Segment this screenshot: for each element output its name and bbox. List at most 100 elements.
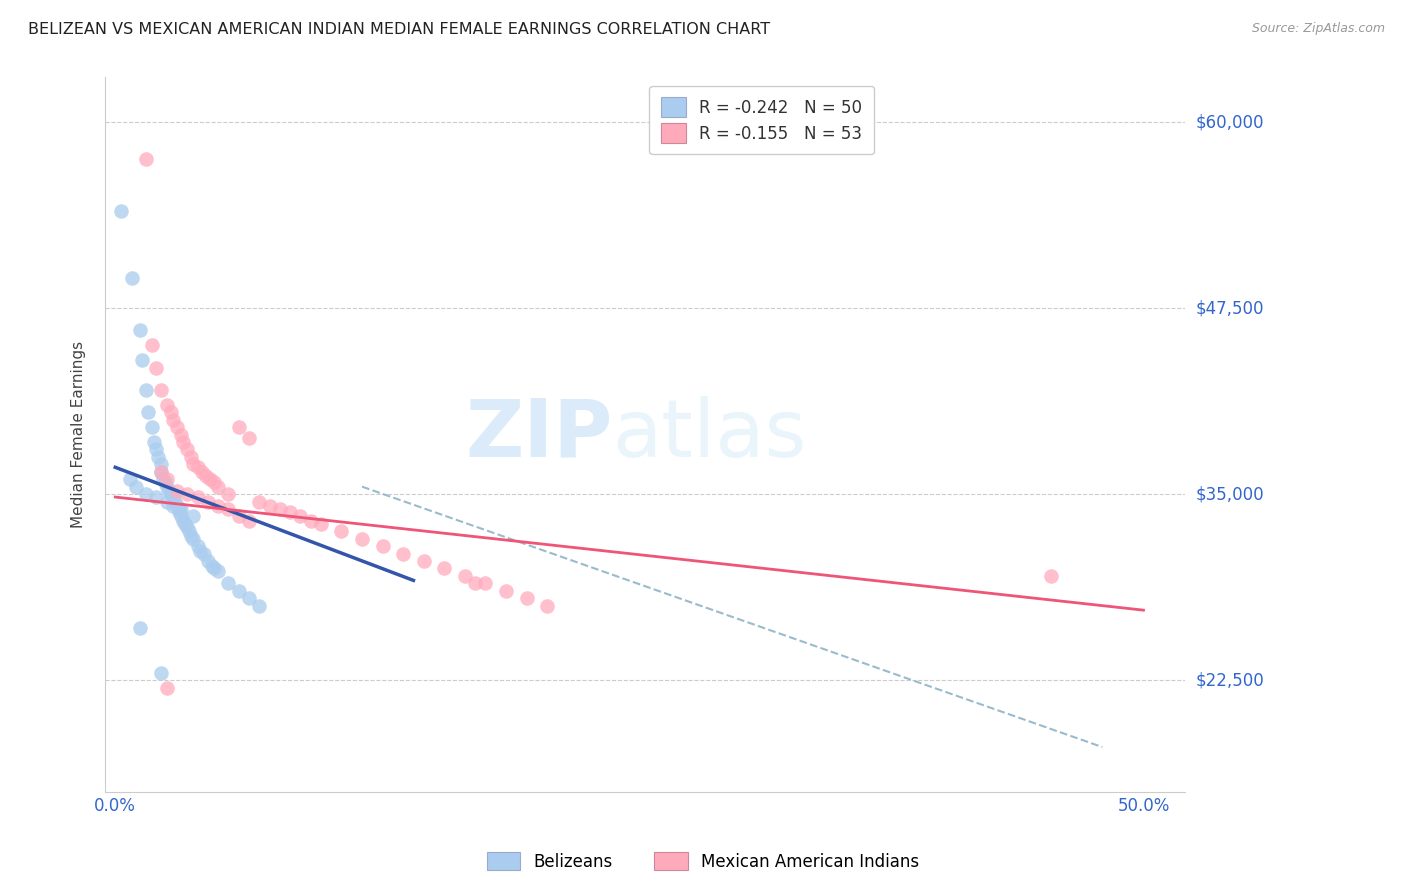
Point [125, 480, 148, 494]
Point [278, 505, 301, 519]
Point [145, 490, 167, 504]
Point [197, 554, 219, 568]
Point [207, 565, 229, 579]
Point [176, 520, 198, 534]
Point [330, 524, 353, 539]
Point [186, 460, 208, 475]
Point [238, 431, 260, 445]
Text: atlas: atlas [613, 395, 807, 474]
Point [247, 599, 270, 613]
Point [238, 591, 260, 606]
Point [148, 450, 170, 464]
Point [392, 547, 415, 561]
Point [149, 465, 172, 479]
Point [166, 484, 188, 499]
Point [183, 509, 205, 524]
Point [149, 458, 172, 472]
Point [149, 465, 172, 479]
Point [207, 499, 229, 513]
Text: $60,000: $60,000 [1195, 113, 1264, 131]
Point [156, 494, 179, 508]
Point [247, 494, 270, 508]
Point [135, 383, 157, 397]
Point [131, 353, 153, 368]
Point [309, 516, 332, 531]
Point [202, 561, 225, 575]
Point [152, 472, 174, 486]
Text: $47,500: $47,500 [1195, 299, 1264, 317]
Point [176, 487, 198, 501]
Y-axis label: Median Female Earnings: Median Female Earnings [72, 341, 86, 528]
Point [174, 516, 197, 531]
Text: BELIZEAN VS MEXICAN AMERICAN INDIAN MEDIAN FEMALE EARNINGS CORRELATION CHART: BELIZEAN VS MEXICAN AMERICAN INDIAN MEDI… [28, 22, 770, 37]
Legend: R = -0.242   N = 50, R = -0.155   N = 53: R = -0.242 N = 50, R = -0.155 N = 53 [650, 86, 875, 154]
Point [159, 487, 181, 501]
Point [145, 442, 167, 457]
Point [149, 665, 172, 680]
Point [156, 398, 179, 412]
Point [157, 484, 180, 499]
Point [162, 490, 184, 504]
Point [141, 420, 163, 434]
Point [180, 529, 202, 543]
Point [228, 420, 250, 434]
Point [207, 480, 229, 494]
Point [299, 514, 322, 528]
Point [167, 505, 190, 519]
Point [110, 204, 132, 219]
Point [1039, 569, 1062, 583]
Point [170, 427, 193, 442]
Point [464, 576, 486, 591]
Point [194, 469, 217, 483]
Point [228, 509, 250, 524]
Point [183, 458, 205, 472]
Legend: Belizeans, Mexican American Indians: Belizeans, Mexican American Indians [478, 844, 928, 880]
Point [217, 576, 239, 591]
Point [202, 475, 225, 490]
Text: $35,000: $35,000 [1195, 485, 1264, 503]
Point [156, 472, 179, 486]
Point [516, 591, 538, 606]
Point [193, 547, 215, 561]
Point [536, 599, 558, 613]
Point [141, 338, 163, 352]
Text: ZIP: ZIP [465, 395, 613, 474]
Point [198, 472, 221, 486]
Point [145, 360, 167, 375]
Point [143, 435, 166, 450]
Point [180, 450, 202, 464]
Point [474, 576, 496, 591]
Point [156, 681, 179, 695]
Point [183, 532, 205, 546]
Point [149, 383, 172, 397]
Point [454, 569, 477, 583]
Point [159, 405, 181, 419]
Point [176, 442, 198, 457]
Point [228, 583, 250, 598]
Point [186, 539, 208, 553]
Point [186, 490, 208, 504]
Point [172, 514, 194, 528]
Point [495, 583, 517, 598]
Point [166, 420, 188, 434]
Point [217, 487, 239, 501]
Point [129, 323, 152, 337]
Point [118, 472, 141, 486]
Point [350, 532, 373, 546]
Point [170, 509, 193, 524]
Point [217, 502, 239, 516]
Point [172, 435, 194, 450]
Text: $22,500: $22,500 [1195, 671, 1264, 690]
Point [259, 499, 281, 513]
Point [433, 561, 456, 575]
Point [179, 524, 201, 539]
Point [153, 475, 176, 490]
Point [162, 499, 184, 513]
Point [135, 153, 157, 167]
Point [136, 405, 159, 419]
Text: Source: ZipAtlas.com: Source: ZipAtlas.com [1251, 22, 1385, 36]
Point [197, 494, 219, 508]
Point [371, 539, 394, 553]
Point [201, 558, 224, 573]
Point [190, 465, 212, 479]
